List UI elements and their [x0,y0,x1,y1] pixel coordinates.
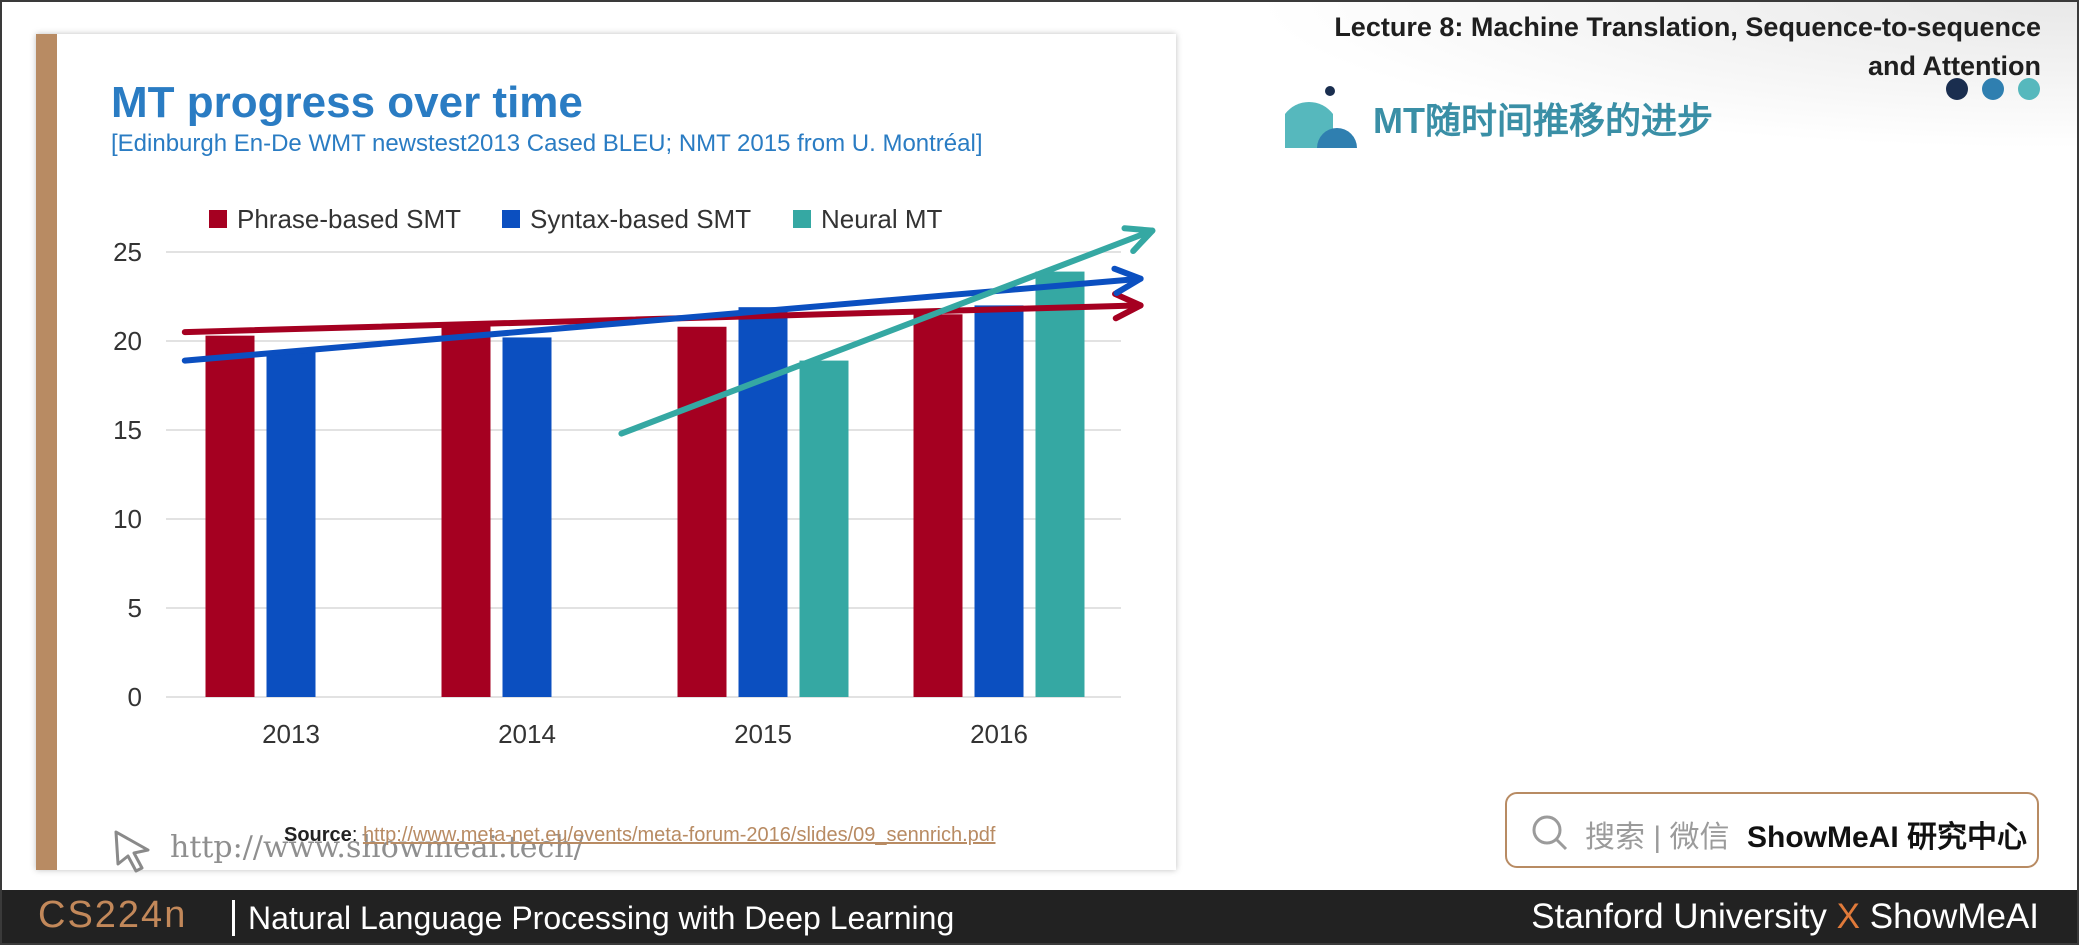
bar-syntax-based-smt-2014 [502,337,552,697]
footer-bar: CS224n Natural Language Processing with … [0,890,2079,945]
header-dot [2018,78,2040,100]
search-brand: ShowMeAI 研究中心 [1747,821,2028,854]
corner-decoration [1250,0,2079,150]
bar-phrase-based-smt-2013 [205,335,255,697]
y-tick-label: 20 [113,326,142,356]
footer-x: X [1836,897,1861,936]
trend-arrow-head [1112,290,1144,322]
y-tick-label: 5 [128,593,142,623]
trend-arrow-line [181,275,1144,364]
section-title-cn: MT随时间推移的进步 [1373,100,1713,141]
footer-description: Natural Language Processing with Deep Le… [248,900,955,936]
bar-syntax-based-smt-2013 [266,351,316,697]
bar-syntax-based-smt-2016 [974,305,1024,697]
slide-title: MT progress over time [111,78,583,127]
legend-swatch [502,210,520,228]
search-icon [1532,815,1568,851]
trend-arrow-line [618,227,1156,437]
section-logo-icon [1285,86,1357,148]
bar-phrase-based-smt-2015 [677,326,727,697]
footer-showmeai: ShowMeAI [1869,897,2039,936]
header-dot [1982,78,2004,100]
bar-neural-mt-2015 [799,360,849,697]
bar-phrase-based-smt-2016 [913,314,963,697]
bar-phrase-based-smt-2014 [441,323,491,697]
slide-accent-bar [36,34,57,870]
source-label: Source [284,824,352,846]
legend-item-phrase: Phrase-based SMT [209,204,461,234]
x-tick-label: 2013 [262,719,320,749]
bar-neural-mt-2016 [1035,271,1085,697]
x-tick-label: 2014 [498,719,556,749]
y-tick-label: 10 [113,504,142,534]
legend-swatch [209,210,227,228]
legend-item-neural: Neural MT [793,204,942,234]
legend-label: Syntax-based SMT [530,203,752,234]
trend-arrow-head [1111,265,1144,296]
source-line: Source: http://www.meta-net.eu/events/me… [284,824,996,846]
footer-stanford: Stanford University [1531,897,1827,936]
y-tick-label: 0 [128,682,142,712]
legend-label: Neural MT [821,203,943,234]
bleu-bar-chart: 0 5 10 15 20 25 2013 2014 2015 2016 [113,225,1156,749]
source-link[interactable]: http://www.meta-net.eu/events/meta-forum… [362,824,996,846]
search-box[interactable]: 搜索 | 微信 ShowMeAI 研究中心 [1505,792,2039,868]
slide-subtitle: [Edinburgh En-De WMT newstest2013 Cased … [111,130,983,157]
y-tick-label: 15 [113,415,142,445]
lecture-title: Lecture 8: Machine Translation, Sequence… [1334,12,2041,81]
cursor-icon [114,830,150,873]
y-tick-label: 25 [113,237,142,267]
footer-course: CS224n [38,894,188,936]
legend-label: Phrase-based SMT [237,203,461,234]
footer-separator [232,900,235,936]
bar-syntax-based-smt-2015 [738,307,788,697]
header-dot [1946,78,1968,100]
slide-panel: MT progress over time [Edinburgh En-De W… [36,34,1176,873]
x-tick-label: 2016 [970,719,1028,749]
watermark-url: http://www.showmeai.tech/ [170,830,584,865]
legend-item-syntax: Syntax-based SMT [502,204,751,234]
search-placeholder: 搜索 | 微信 [1585,821,1730,854]
trend-arrow-head [1121,225,1156,255]
footer-credits: Stanford University X ShowMeAI [1531,897,2039,937]
x-tick-label: 2015 [734,719,792,749]
legend-swatch [793,210,811,228]
